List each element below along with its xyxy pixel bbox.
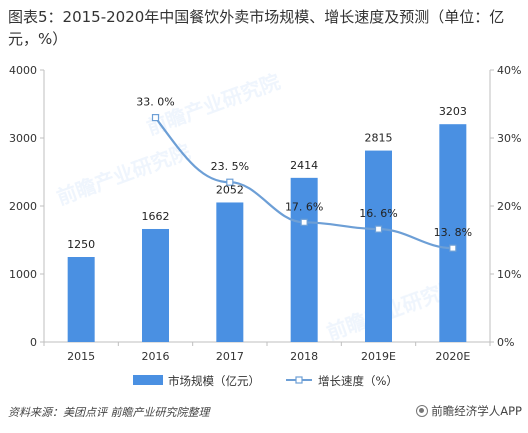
x-tick-label: 2019E [361, 350, 396, 363]
growth-value-label: 17. 6% [285, 200, 323, 213]
y-right-tick-label: 30% [497, 132, 521, 145]
growth-value-label: 33. 0% [136, 96, 174, 109]
y-right-tick-label: 20% [497, 200, 521, 213]
brand-logo-icon [416, 405, 429, 417]
x-tick-label: 2017 [216, 350, 244, 363]
y-left-tick-label: 1000 [9, 268, 37, 281]
growth-marker [374, 225, 383, 233]
bar [290, 177, 318, 342]
y-left-tick-label: 2000 [9, 200, 37, 213]
x-tick-label: 2020E [435, 350, 470, 363]
y-right-tick-label: 40% [497, 64, 521, 77]
growth-value-label: 13. 8% [434, 226, 472, 239]
data-labels: 1250 1662 2052 2414 2815 3203 33. 0% 23. 5% 17. … [67, 96, 472, 251]
bar-value-label: 2815 [365, 132, 393, 145]
y-left-tick-label: 4000 [9, 64, 37, 77]
bar [67, 257, 95, 342]
bar-value-label: 2414 [290, 159, 318, 172]
bar [365, 150, 392, 342]
growth-value-label: 16. 6% [359, 207, 397, 220]
legend-bar-label: 市场规模（亿元） [168, 374, 260, 388]
x-tick-label: 2015 [67, 350, 95, 363]
legend-line-marker [295, 376, 303, 384]
legend-line-label: 增长速度（%） [318, 374, 398, 388]
x-tick-label: 2016 [142, 350, 170, 363]
watermark-text: 前瞻产业研究院 [54, 139, 194, 209]
growth-marker [226, 178, 234, 186]
growth-line-path [154, 116, 453, 250]
bar-value-label: 1250 [67, 238, 95, 251]
bar-value-label: 3203 [439, 105, 467, 118]
bar [439, 124, 467, 342]
bar [142, 228, 169, 342]
y-right-tick-label: 10% [497, 268, 521, 281]
y-left-tick-label: 0 [30, 336, 37, 349]
chart-title: 图表5：2015-2020年中国餐饮外卖市场规模、增长速度及预测（单位：亿元，%… [8, 8, 505, 48]
y-right-tick-label: 0% [497, 336, 514, 349]
x-tick-label: 2018 [290, 350, 318, 363]
growth-value-label: 23. 5% [211, 160, 249, 173]
legend: 市场规模（亿元） 增长速度（%） [133, 374, 398, 388]
growth-marker [300, 218, 308, 226]
watermark: 前瞻产业研究院 前瞻产业研究院 前瞻产业研究院 [54, 69, 464, 344]
axes: 0 1000 2000 3000 4000 0% 10% 20% 30% 40% 2015 2016 2… [9, 64, 521, 363]
growth-marker [449, 244, 457, 252]
legend-bar-swatch [133, 375, 163, 385]
source-note: 资料来源：美团点评 前瞻产业研究院整理 [8, 406, 210, 419]
growth-marker [151, 113, 160, 122]
y-left-tick-label: 3000 [9, 132, 37, 145]
bars [67, 124, 467, 342]
brand: 前瞻经济学人APP [416, 403, 522, 419]
bar [216, 202, 244, 342]
growth-line [151, 113, 457, 252]
bar-value-label: 1662 [142, 210, 170, 223]
brand-label: 前瞻经济学人APP [431, 404, 522, 418]
bar-value-label: 2052 [216, 183, 244, 196]
